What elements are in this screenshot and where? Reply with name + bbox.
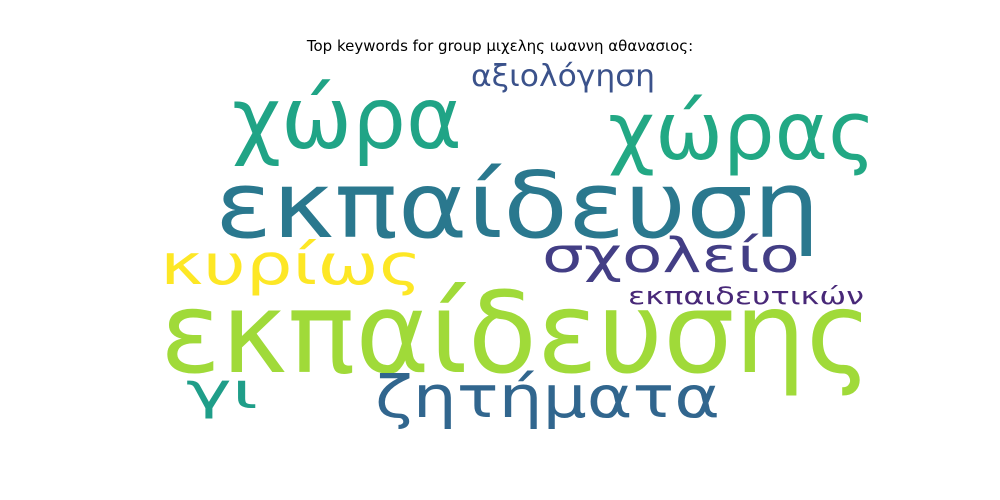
word-gi: γι xyxy=(186,362,259,420)
word-axiologisi: αξιολόγηση xyxy=(471,59,656,94)
figure-title: Top keywords for group μιχελης ιωαννη αθ… xyxy=(306,37,694,55)
word-ekpaideutikon: εκπαιδευτικών xyxy=(628,282,864,310)
word-zitimata: ζητήματα xyxy=(375,363,721,431)
word-chora: χώρα xyxy=(232,69,462,169)
word-scholeio: σχολείο xyxy=(542,228,800,284)
word-ekpaideusi: εκπαίδευση xyxy=(215,152,820,259)
word-choras: χώρας xyxy=(608,85,876,178)
word-ekpaideusis: εκπαίδευσης xyxy=(160,269,873,399)
word-kyrios: κυρίως xyxy=(160,233,422,298)
